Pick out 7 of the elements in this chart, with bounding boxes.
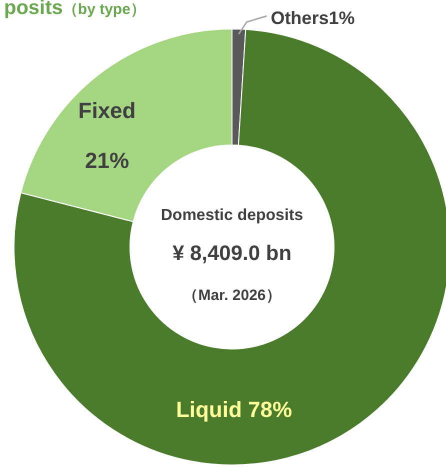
text: （Mar. 2026）	[183, 287, 281, 304]
data-label: 21%	[84, 148, 130, 173]
text: ¥ 8,409.0 bn	[172, 242, 292, 265]
slice-label: Others1%	[270, 8, 355, 28]
text: Domestic deposits	[160, 207, 304, 224]
slice-label: Liquid 78%	[176, 397, 292, 422]
slice-label: Fixed	[78, 98, 136, 123]
